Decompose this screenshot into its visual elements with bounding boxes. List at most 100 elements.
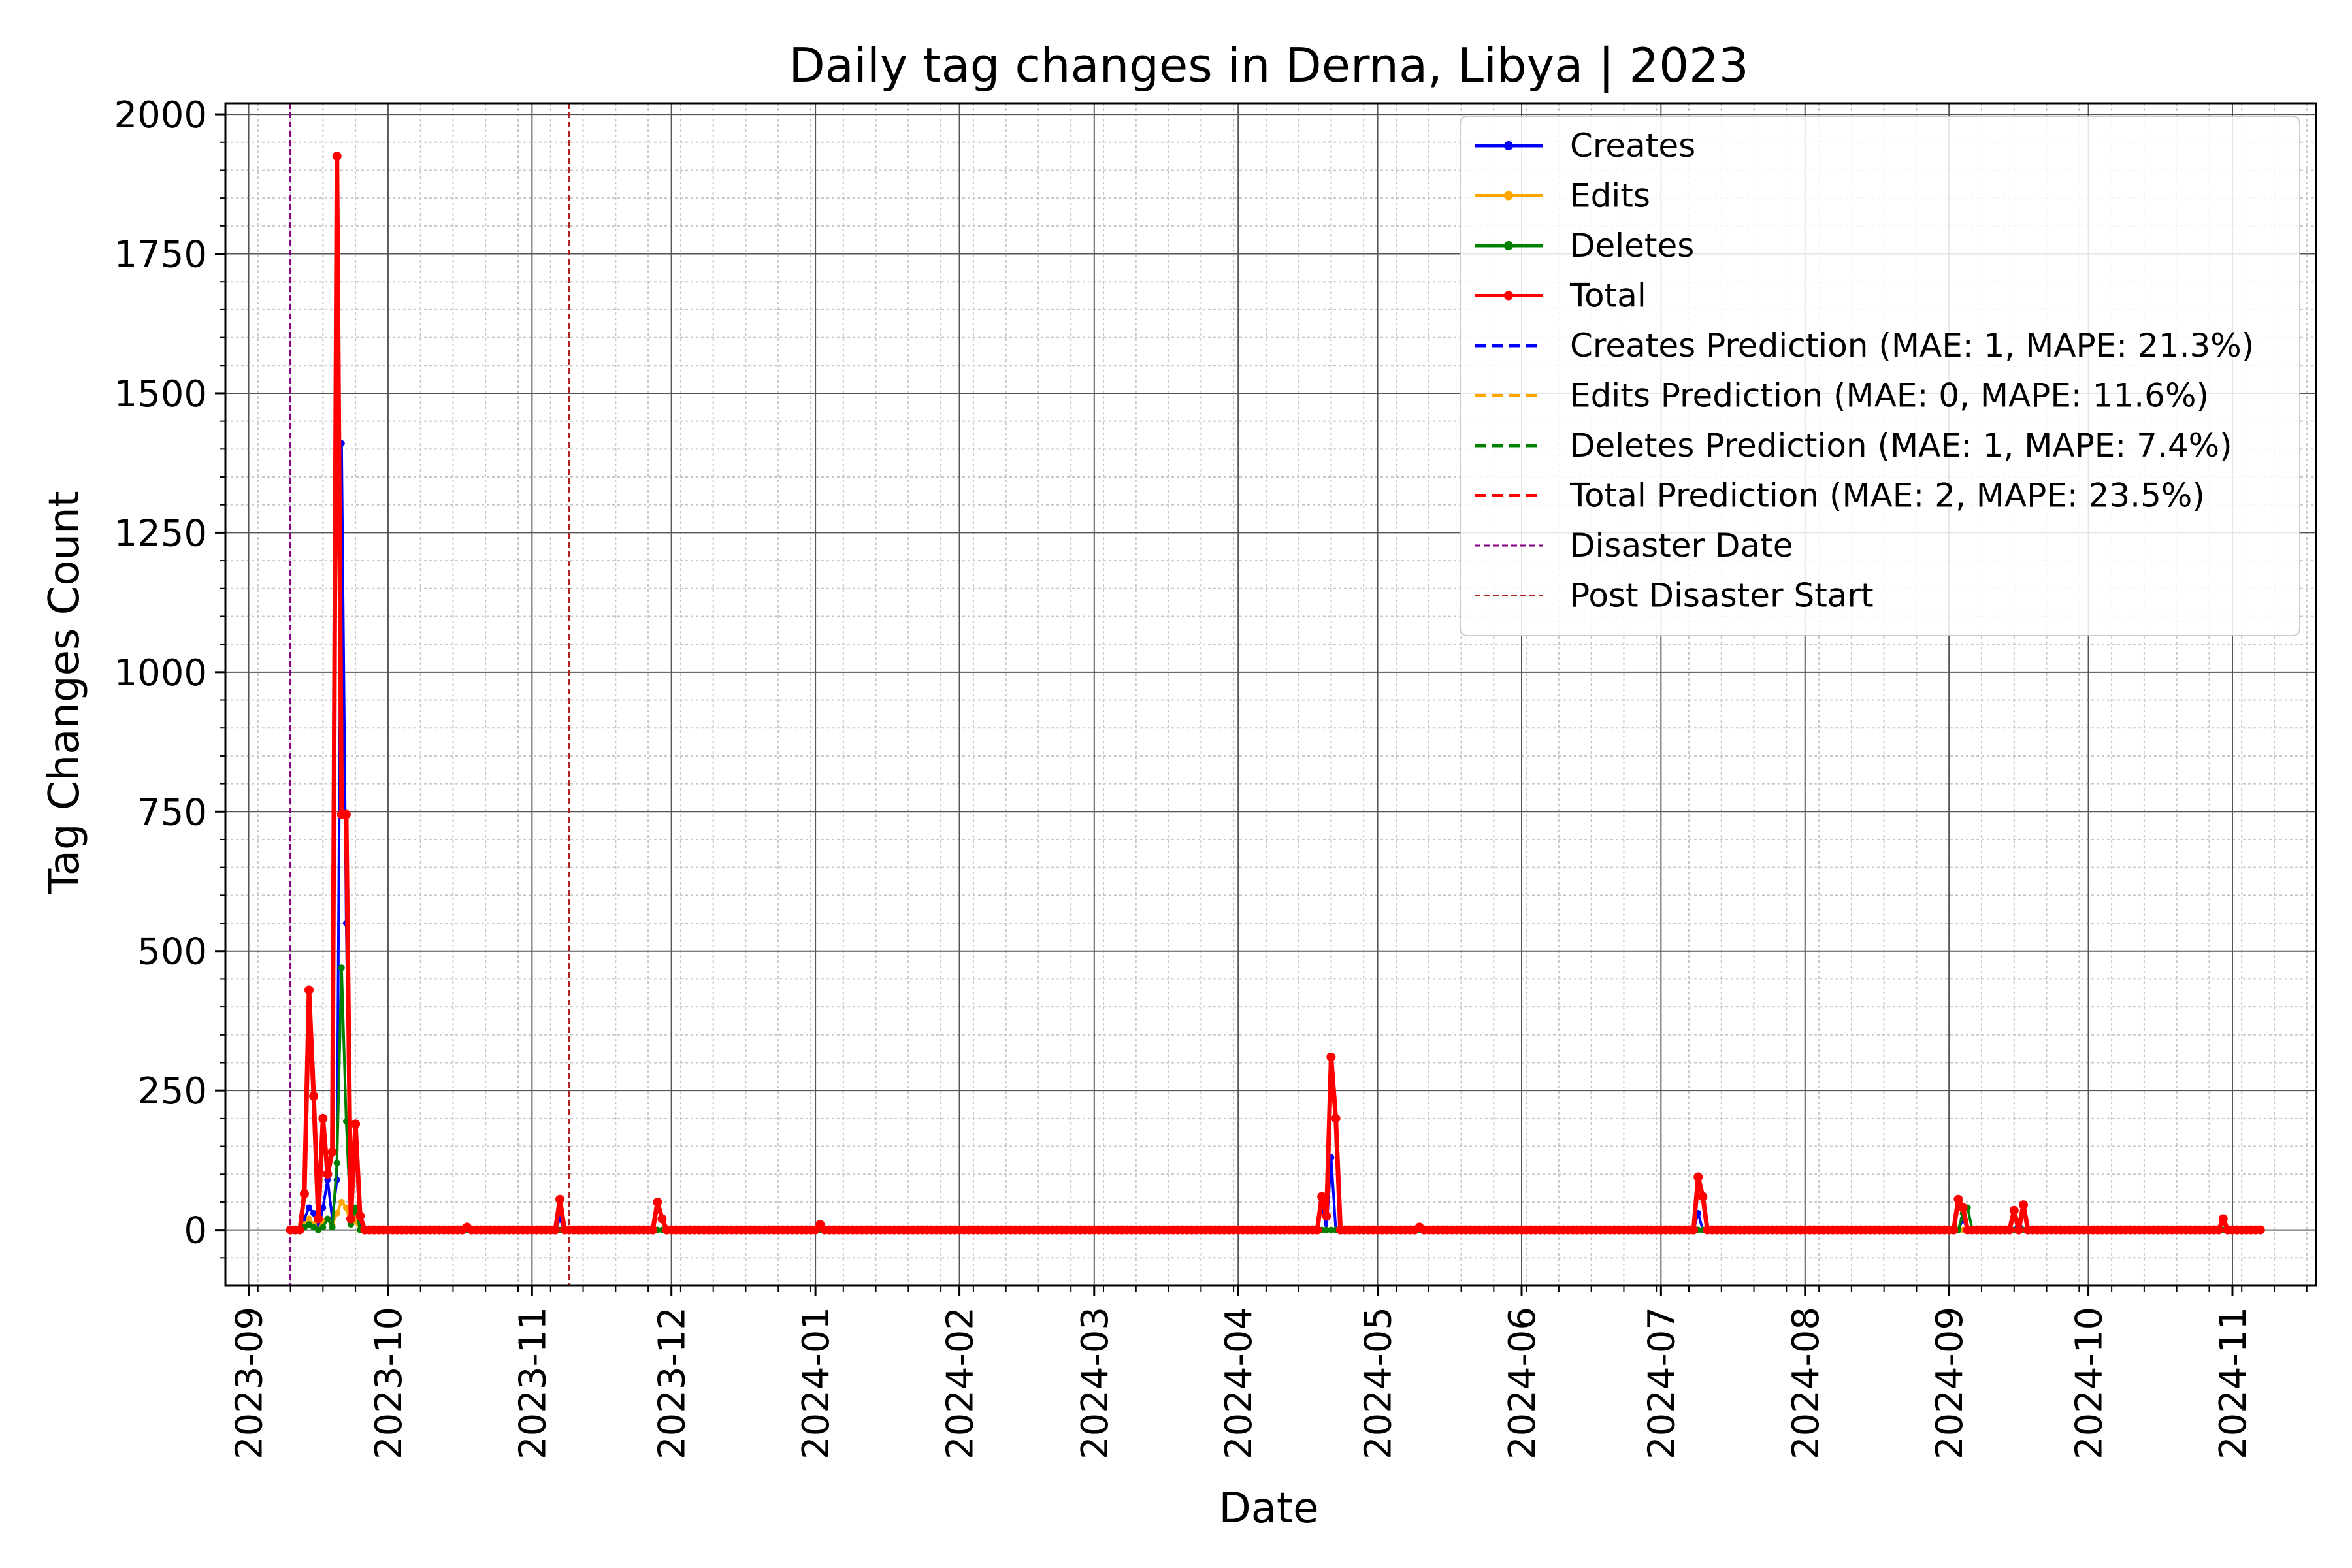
legend-marker: [1504, 291, 1513, 301]
data-point-total: [1331, 1113, 1341, 1123]
data-point-edits: [333, 1210, 340, 1217]
data-point-total: [550, 1225, 560, 1235]
legend-item-disaster-date: Disaster Date: [1475, 527, 1793, 564]
data-point-total: [327, 1147, 337, 1157]
data-point-total: [2255, 1225, 2265, 1235]
data-point-total: [555, 1194, 564, 1204]
legend-item-total: Total: [1475, 277, 1646, 315]
legend-marker: [1504, 241, 1513, 250]
data-point-deletes: [338, 964, 345, 972]
plot-frame: [224, 102, 2317, 1287]
data-point-creates: [310, 1210, 318, 1217]
data-point-total: [1693, 1172, 1703, 1182]
legend-label: Edits Prediction (MAE: 0, MAPE: 11.6%): [1570, 377, 2209, 415]
x-tick-label: 2023-11: [512, 1307, 554, 1460]
x-tick-label: 2024-05: [1358, 1307, 1400, 1460]
series-line-deletes: [290, 966, 2261, 1232]
x-tick-label: 2024-11: [2212, 1307, 2255, 1460]
legend-item-deletes: Deletes: [1475, 227, 1694, 265]
data-point-edits: [306, 1215, 312, 1222]
data-point-deletes: [1328, 1226, 1335, 1233]
legend-item-post-disaster-start: Post Disaster Start: [1475, 577, 1874, 615]
legend: Creates Edits Deletes Total Creates Predicti…: [1460, 116, 2300, 636]
legend-label: Total: [1569, 277, 1646, 315]
legend-item-creates-prediction-mae-1-mape-21-3-: Creates Prediction (MAE: 1, MAPE: 21.3%): [1475, 327, 2254, 365]
data-point-total: [1689, 1225, 1699, 1235]
x-axis: 2023-09 2023-10 2023-11 2023-12 2024-01 2024-…: [229, 1286, 2255, 1460]
legend-item-total-prediction-mae-2-mape-23-5-: Total Prediction (MAE: 2, MAPE: 23.5%): [1475, 477, 2205, 515]
data-point-creates: [319, 1204, 327, 1211]
data-point-total: [1322, 1211, 1331, 1221]
x-tick-label: 2024-06: [1501, 1307, 1544, 1460]
x-tick-label: 2024-08: [1785, 1307, 1827, 1460]
legend-item-deletes-prediction-mae-1-mape-7-4-: Deletes Prediction (MAE: 1, MAPE: 7.4%): [1475, 427, 2232, 465]
legend-box: [1460, 116, 2300, 636]
x-tick-label: 2023-10: [368, 1307, 410, 1460]
y-tick-label: 0: [184, 1210, 207, 1252]
x-tick-label: 2024-02: [939, 1307, 982, 1460]
legend-label: Total Prediction (MAE: 2, MAPE: 23.5%): [1569, 477, 2205, 515]
data-point-deletes: [319, 1224, 327, 1231]
x-tick-label: 2024-04: [1218, 1307, 1260, 1460]
y-tick-label: 1250: [114, 512, 207, 555]
x-tick-label: 2023-09: [229, 1307, 271, 1460]
x-axis-label: Date: [1219, 1484, 1319, 1533]
x-tick-label: 2023-12: [651, 1307, 694, 1460]
data-point-deletes: [1323, 1226, 1330, 1233]
data-point-total: [1326, 1053, 1336, 1062]
data-point-total: [355, 1211, 365, 1221]
data-point-total: [323, 1169, 333, 1179]
data-point-edits: [338, 1198, 345, 1205]
series-layer: [286, 152, 2265, 1235]
data-point-total: [653, 1197, 662, 1207]
data-point-total: [1698, 1192, 1708, 1201]
data-point-deletes: [324, 1215, 331, 1222]
legend-label: Deletes Prediction (MAE: 1, MAPE: 7.4%): [1570, 427, 2232, 465]
data-point-creates: [306, 1204, 312, 1211]
legend-marker: [1504, 191, 1513, 201]
y-tick-label: 1000: [114, 652, 207, 694]
y-tick-label: 750: [137, 791, 207, 834]
legend-label: Edits: [1570, 177, 1650, 215]
chart-title: Daily tag changes in Derna, Libya | 2023: [789, 38, 1748, 93]
reference-lines: [289, 103, 570, 1286]
legend-label: Deletes: [1570, 227, 1694, 265]
legend-label: Disaster Date: [1570, 527, 1793, 564]
y-axis-label: Tag Changes Count: [41, 491, 89, 894]
data-point-total: [309, 1091, 319, 1101]
data-point-total: [318, 1113, 328, 1123]
data-point-total: [314, 1214, 323, 1224]
data-point-total: [341, 809, 351, 819]
data-point-total: [1953, 1194, 1963, 1204]
y-axis: 0 250 500 750 1000 1250 1500 1750 2000: [114, 94, 225, 1252]
data-point-total: [1317, 1192, 1327, 1201]
data-point-total: [2014, 1225, 2023, 1235]
legend-label: Creates Prediction (MAE: 1, MAPE: 21.3%): [1570, 327, 2254, 365]
legend-label: Creates: [1570, 127, 1695, 165]
data-point-deletes: [333, 1160, 340, 1167]
data-point-total: [351, 1119, 361, 1129]
data-point-total: [2218, 1214, 2228, 1224]
data-point-total: [2004, 1225, 2014, 1235]
y-tick-label: 1500: [114, 373, 207, 416]
data-point-total: [2019, 1200, 2028, 1210]
legend-item-edits: Edits: [1475, 177, 1650, 215]
data-point-total: [1313, 1225, 1322, 1235]
legend-label: Post Disaster Start: [1570, 577, 1874, 615]
y-tick-label: 250: [137, 1070, 207, 1113]
x-tick-label: 2024-01: [795, 1307, 838, 1460]
x-tick-label: 2024-09: [1929, 1307, 1971, 1460]
data-point-total: [304, 985, 314, 995]
data-point-total: [299, 1189, 309, 1199]
legend-item-edits-prediction-mae-0-mape-11-6-: Edits Prediction (MAE: 0, MAPE: 11.6%): [1475, 377, 2209, 415]
data-point-deletes: [352, 1204, 359, 1211]
data-point-total: [346, 1214, 355, 1224]
data-point-deletes: [329, 1224, 336, 1231]
y-tick-label: 500: [137, 931, 207, 973]
data-point-edits: [342, 1204, 350, 1211]
legend-marker: [1504, 141, 1513, 150]
data-point-total: [2009, 1205, 2019, 1215]
data-point-total: [657, 1214, 667, 1224]
x-tick-label: 2024-07: [1641, 1307, 1683, 1460]
